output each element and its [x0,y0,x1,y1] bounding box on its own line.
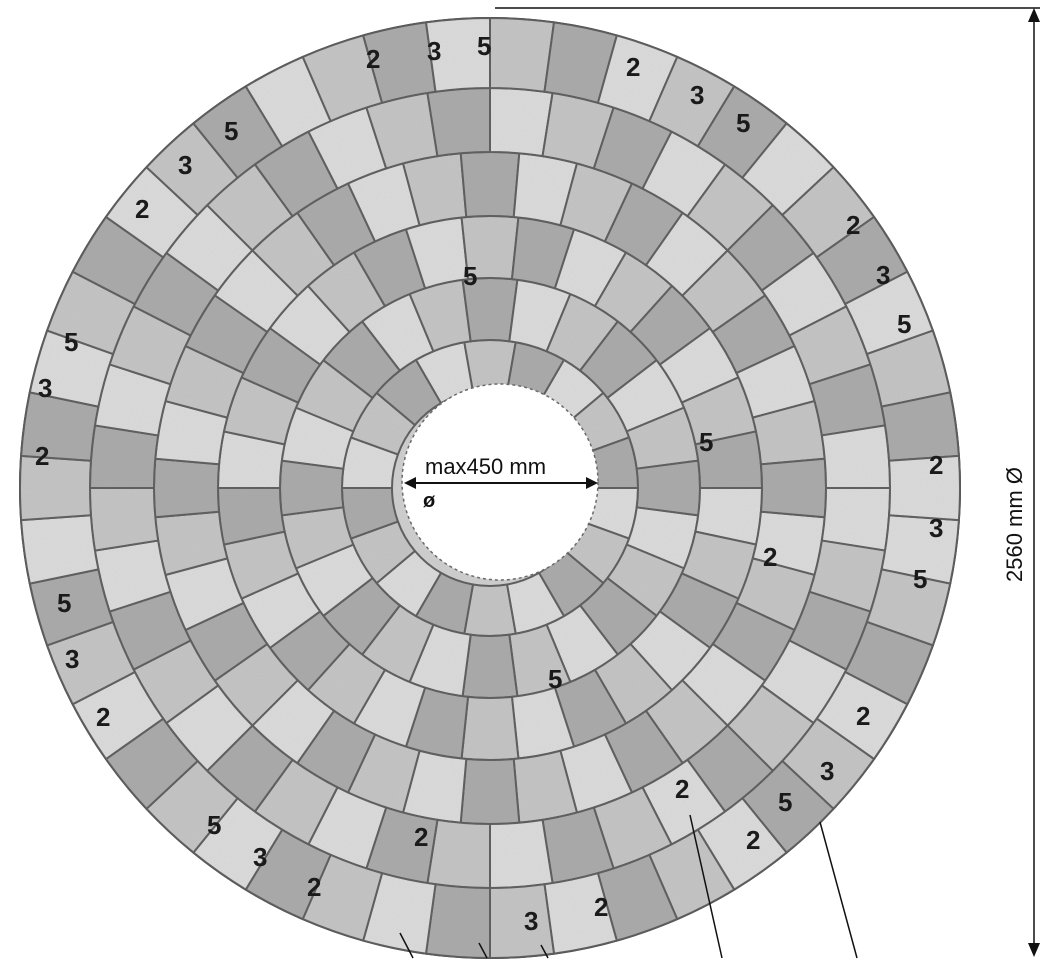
leader-line [689,814,723,959]
stone-label-bottom: 5 [778,787,792,817]
leader-line [478,942,488,959]
stone-label-bottom: 2 [675,774,689,804]
stone-label-bottom: 2 [746,825,760,855]
leader-lines [399,814,858,959]
stone-label-upper-left: 3 [178,150,192,180]
stone-label-bottom: 3 [524,906,538,936]
stone-label-top: 2 [366,44,380,74]
stone-label-left: 3 [38,373,52,403]
stone-label-bottom: 2 [594,892,608,922]
stone-label-left: 5 [57,588,71,618]
stone-label-top: 3 [690,80,704,110]
stone-label-top: 2 [626,52,640,82]
stone-label-top: 5 [736,108,750,138]
stone-label-bottom: 2 [856,701,870,731]
outer-dimension-arrow-top [1028,8,1040,22]
stone-label-right: 5 [897,309,911,339]
stone-label-left: 5 [64,327,78,357]
stone-label-inner: 5 [548,664,562,694]
inner-dimension-arrow-right [586,477,598,489]
stone-label-right: 2 [929,450,943,480]
stone-label-left: 2 [35,441,49,471]
stone-label-bottom: 3 [820,756,834,786]
stone-label-inner: 5 [699,427,713,457]
inner-dimension-label: max450 mm [425,454,546,479]
outer-dimension-label: 2560 mm Ø [1002,467,1027,582]
stone-label-upper-left: 2 [135,194,149,224]
stone-label-upper-left: 5 [224,116,238,146]
stone-label-right: 2 [846,210,860,240]
stone-label-lower-left: 2 [307,872,321,902]
stone-label-bottom: 2 [414,822,428,852]
stone-label-lower-left: 5 [207,810,221,840]
stone-label-top: 5 [477,31,491,61]
outer-dimension-arrow-bottom [1028,943,1040,957]
stone-label-right: 5 [913,564,927,594]
inner-dimension-arrow-left [404,477,416,489]
leader-line [399,932,414,959]
stone-label-inner: 2 [763,542,777,572]
stone-label-lower-left: 3 [253,842,267,872]
leader-line [540,944,549,959]
inner-dimension-symbol: ø [423,490,436,512]
stone-label-right: 3 [876,260,890,290]
stone-label-inner: 5 [463,261,477,291]
stone-label-left: 3 [65,644,79,674]
stone-label-top: 3 [427,36,441,66]
stone-label-left: 2 [96,702,110,732]
stone-label-right: 3 [929,513,943,543]
stone-number-labels: 2 3 5 2 3 5 5 3 2 5 3 2 5 3 2 2 3 5 2 3 … [35,31,943,936]
leader-line [819,821,858,959]
